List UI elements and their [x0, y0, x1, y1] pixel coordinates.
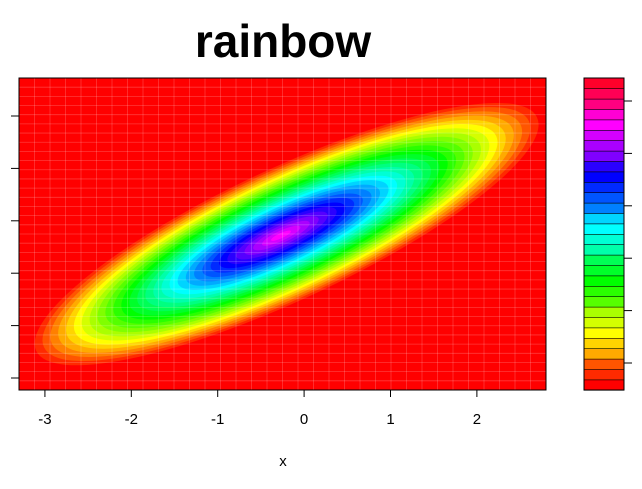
- colorbar-swatch: [583, 108, 625, 121]
- colorbar-swatch: [583, 275, 625, 287]
- colorbar-swatch: [583, 296, 625, 308]
- contour-band: [271, 230, 291, 241]
- colorbar-swatch: [583, 171, 625, 183]
- colorbar-swatch: [583, 337, 625, 349]
- colorbar-swatch: [583, 192, 625, 204]
- colorbar-swatch: [583, 233, 625, 245]
- colorbar-swatch: [583, 98, 625, 110]
- colorbar-swatch: [583, 358, 625, 370]
- colorbar-swatch: [583, 348, 625, 360]
- y-axis: [11, 115, 19, 379]
- colorbar: [583, 77, 632, 391]
- colorbar-border: [583, 77, 625, 391]
- colorbar-swatch: [583, 368, 625, 381]
- colorbar-swatch: [583, 254, 625, 266]
- colorbar-swatch: [583, 264, 625, 277]
- x-tick-label: -1: [211, 411, 224, 428]
- colorbar-swatch: [583, 77, 625, 89]
- colorbar-swatch: [583, 327, 625, 339]
- colorbar-swatch: [583, 244, 625, 256]
- colorbar-swatch: [583, 150, 625, 162]
- colorbar-swatch: [583, 285, 625, 297]
- plot-border: [18, 77, 547, 391]
- colorbar-swatch: [583, 88, 625, 100]
- plot-area: [18, 77, 547, 391]
- colorbar-swatch: [583, 140, 625, 152]
- x-tick-label: 2: [473, 411, 481, 428]
- colorbar-swatch: [583, 306, 625, 318]
- colorbar-swatch: [583, 129, 625, 141]
- x-tick-label: -2: [125, 411, 138, 428]
- colorbar-swatch: [583, 379, 625, 391]
- colorbar-swatch: [583, 160, 625, 173]
- colorbar-swatch: [583, 223, 625, 235]
- x-tick-label: 1: [386, 411, 394, 428]
- colorbar-swatch: [583, 212, 625, 225]
- colorbar-swatch: [583, 119, 625, 131]
- x-tick-label: 0: [300, 411, 308, 428]
- colorbar-swatch: [583, 202, 625, 214]
- x-axis-label: x: [279, 453, 287, 470]
- x-axis: -3 -2 -1 0 1 2: [38, 390, 481, 428]
- x-tick-label: -3: [38, 411, 51, 428]
- chart-title: rainbow: [195, 15, 372, 67]
- colorbar-swatch: [583, 316, 625, 329]
- colorbar-swatch: [583, 181, 625, 193]
